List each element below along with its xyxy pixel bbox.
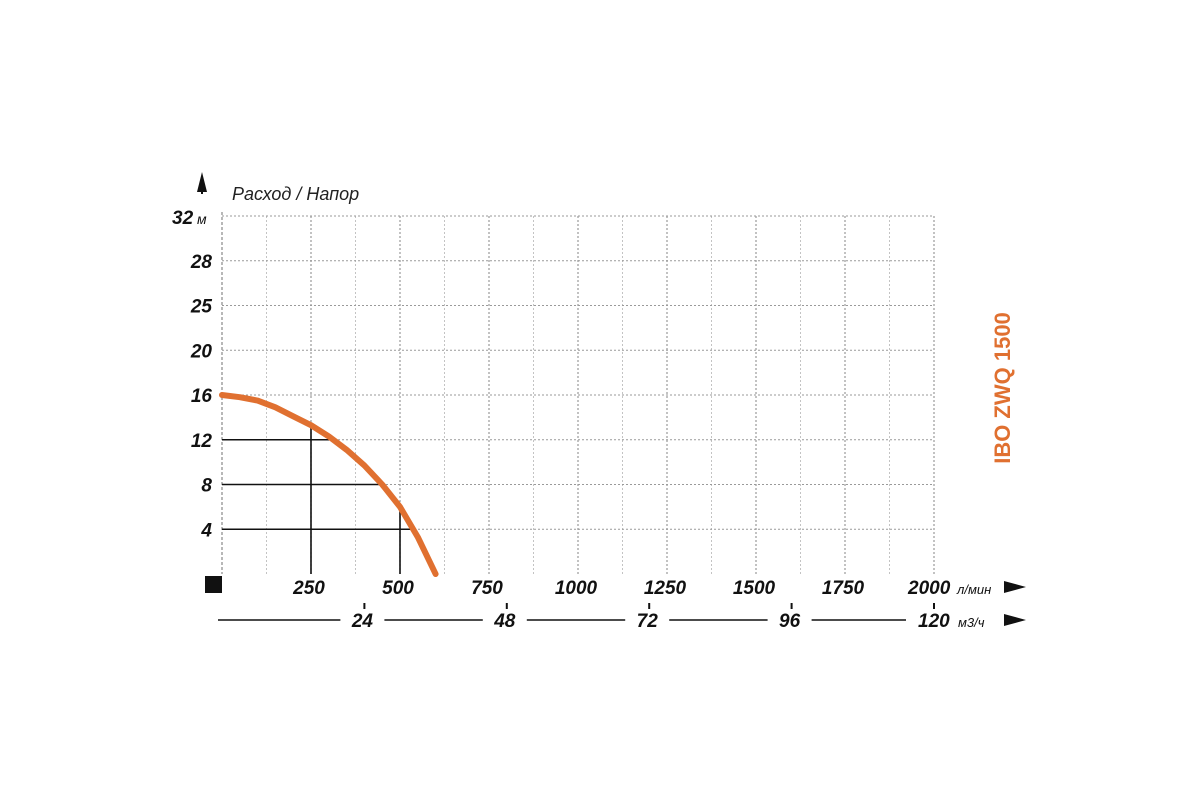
- x2-tick-label-last: 120: [918, 611, 950, 632]
- y-tick-label: 8: [201, 476, 212, 497]
- y-tick-label: 16: [191, 386, 213, 407]
- y-tick-label: 4: [200, 520, 212, 541]
- x-unit-label: л/мин: [956, 582, 991, 597]
- y-tick-label: 20: [190, 341, 213, 362]
- x-tick-label: 750: [471, 578, 503, 599]
- x-tick-label: 1250: [644, 578, 687, 599]
- x-tick-label: 500: [382, 578, 414, 599]
- x-tick-label: 1000: [555, 578, 598, 599]
- y-unit-label: м: [197, 211, 207, 227]
- y-tick-label: 28: [190, 252, 213, 273]
- x-tick-label: 1500: [733, 578, 776, 599]
- y-tick-label: 25: [190, 297, 213, 318]
- x2-tick-label: 72: [637, 611, 659, 632]
- x2-axis-arrow-icon: [1004, 614, 1026, 626]
- curve-layer: [219, 392, 439, 577]
- y-tick-labels: 4 8 12 16 20 25 28: [190, 252, 213, 542]
- y-tick-label: 12: [191, 431, 213, 452]
- x2-tick-label: 48: [493, 611, 516, 632]
- x-tick-label-last: 2000: [907, 578, 951, 599]
- model-label: IBO ZWQ 1500: [990, 312, 1015, 464]
- axis-title: Расход / Напор: [232, 184, 359, 204]
- origin-square-icon: [205, 576, 222, 593]
- performance-curve: [219, 392, 439, 577]
- y-axis-arrow-icon: [197, 172, 207, 192]
- y-tick-label-top: 32: [172, 208, 194, 229]
- x-axis-arrow-icon: [1004, 581, 1026, 593]
- x2-tick-label: 24: [351, 611, 374, 632]
- reference-lines: [222, 425, 414, 574]
- x2-tick-label: 96: [779, 611, 801, 632]
- x-tick-label: 250: [292, 578, 325, 599]
- secondary-x-axis: 24 48 72 96: [218, 603, 935, 632]
- x-tick-label: 1750: [822, 578, 865, 599]
- grid: [221, 212, 935, 574]
- x2-unit-label: м3/ч: [958, 615, 985, 630]
- x-tick-labels: 250 500 750 1000 1250 1500 1750: [292, 578, 864, 599]
